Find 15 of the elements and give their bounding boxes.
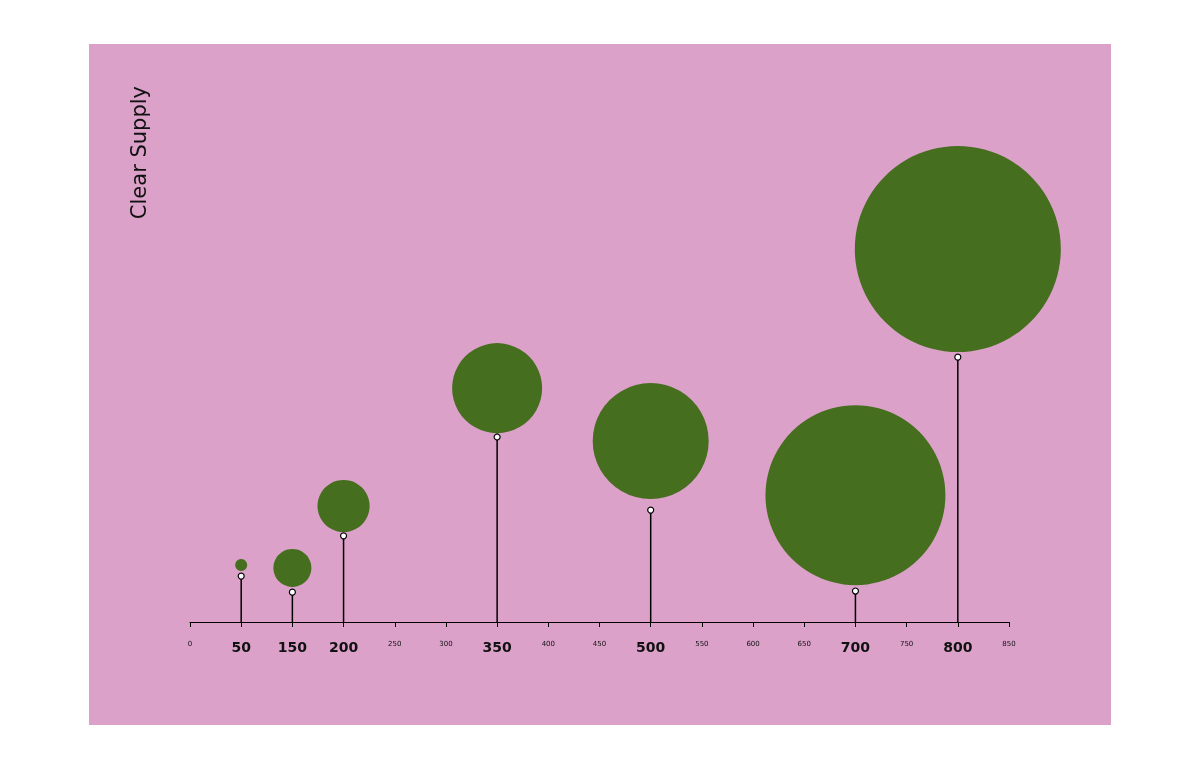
point — [288, 588, 296, 596]
x-tick-label: 350 — [482, 639, 512, 655]
point — [647, 506, 655, 514]
point — [493, 433, 501, 441]
x-tick-label: 50 — [231, 639, 252, 655]
y-axis-title: Clear Supply — [126, 85, 151, 220]
x-tick-label: 700 — [840, 639, 871, 655]
x-tick-label: 500 — [636, 639, 666, 655]
point — [954, 353, 962, 361]
point — [339, 532, 348, 540]
x-tick-label: 150 — [277, 639, 308, 655]
x-tick-label: 200 — [328, 639, 359, 655]
point — [237, 572, 245, 580]
point — [851, 587, 860, 595]
x-tick-label: 800 — [943, 639, 973, 655]
